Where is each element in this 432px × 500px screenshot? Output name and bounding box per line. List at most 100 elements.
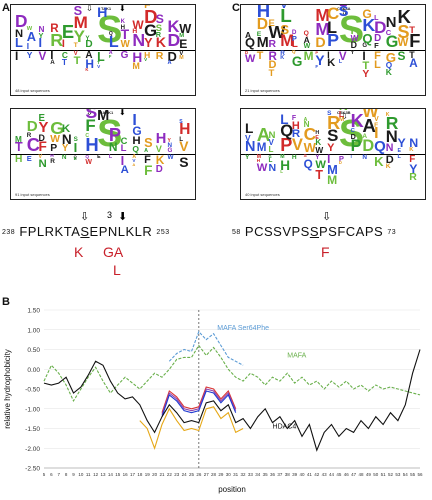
logo-baseline <box>241 50 425 51</box>
hydrophobicity-chart: -2.50 -2.00 -1.50 -1.00 -0.50 0.00 0.50 1.00 1.5… <box>3 308 423 495</box>
logo-residue: T <box>315 167 323 182</box>
logo-residue: K <box>385 162 391 170</box>
logo-residue: T <box>15 140 23 155</box>
logo-residue: H <box>85 133 99 155</box>
sequence-start: 238 <box>2 229 16 237</box>
x-tick-label: 16 <box>123 472 129 477</box>
x-tick-label: 29 <box>218 472 224 477</box>
logo-residue: M <box>97 108 110 125</box>
x-tick-label: 27 <box>204 472 210 477</box>
logo-residue: T <box>268 68 275 80</box>
logo-residue: C <box>350 128 355 135</box>
logo-residue: N <box>303 120 310 130</box>
logo-residue: F <box>291 114 297 122</box>
logo-residue: E <box>179 36 188 51</box>
logo-residue: R <box>327 112 341 133</box>
logo-residue: K <box>155 153 165 167</box>
logo-residue: T <box>120 26 130 43</box>
logo-residue: R <box>155 50 164 62</box>
logo-residue: F <box>409 29 421 51</box>
logo-residue: H <box>120 23 125 31</box>
logo-residue: N <box>385 15 397 32</box>
logo-kinase-label: CSK3B <box>337 110 351 115</box>
logo-residue: T <box>61 56 68 67</box>
x-tick-label: 35 <box>263 472 269 477</box>
logo-residue: L <box>97 50 105 64</box>
logo-residue: D <box>144 5 158 27</box>
logo-residue: M <box>315 18 331 39</box>
logo-residue: G <box>268 154 272 159</box>
logo-residue: C <box>120 135 128 146</box>
logo-residue: D <box>85 38 93 50</box>
logo-residue: K <box>85 67 89 73</box>
logo-residue: V <box>291 135 303 155</box>
logo-residue: G <box>362 7 372 22</box>
logo-residue: G <box>132 124 142 139</box>
panel-letter-c: C <box>232 2 240 14</box>
logo-residue: I <box>120 153 125 168</box>
logo-residue: Y <box>144 36 153 51</box>
logo-residue: L <box>245 120 254 136</box>
logo-residue: P <box>280 134 293 155</box>
logo-residue: W <box>132 17 144 32</box>
logo-residue: R <box>50 23 59 36</box>
logo-residue: H <box>132 134 141 147</box>
logo-residue: D <box>374 33 382 45</box>
logo-residue: A <box>120 164 129 177</box>
open-arrow-icon: ⇩ <box>341 112 348 121</box>
y-tick-label: -1.00 <box>25 406 40 413</box>
logo-residue: N <box>268 130 276 142</box>
logo-residue: N <box>61 131 72 147</box>
x-tick-label: 50 <box>373 472 379 477</box>
logo-residue: F <box>409 154 416 165</box>
logo-input-count: 48 input sequences <box>15 88 50 93</box>
logo-residue: S <box>338 9 365 52</box>
logo-residue: I <box>73 139 78 155</box>
logo-residue: K <box>350 111 364 132</box>
logo-residue: D <box>350 132 356 141</box>
x-tick-label: 11 <box>86 472 91 477</box>
logo-residue: A <box>362 115 376 137</box>
open-arrow-icon: ⇩ <box>86 4 93 13</box>
logo-residue: L <box>374 14 379 23</box>
logo-residue: K <box>97 5 109 8</box>
logo-residue: G <box>120 50 129 61</box>
logo-residue: E <box>38 113 45 125</box>
logo-residue: A <box>85 50 93 61</box>
logo-residue: Q <box>303 157 313 171</box>
logo-residue: V <box>179 138 189 155</box>
logo-residue: C <box>85 133 90 140</box>
logo-residue: M <box>280 154 285 160</box>
logo-residue: Y <box>397 136 406 151</box>
logo-residue: H <box>97 4 108 21</box>
logo-residue: H <box>256 158 261 164</box>
phospho-site: S <box>80 224 90 239</box>
logo-residue: I <box>132 111 137 129</box>
logo-residue: S <box>179 154 189 170</box>
logo-residue: M <box>179 33 185 40</box>
logo-residue: K <box>315 138 322 148</box>
logo-residue: K <box>385 112 390 119</box>
logo-residue: K <box>397 5 411 27</box>
logo-residue: M <box>256 154 262 160</box>
logo-residue: W <box>26 26 33 33</box>
x-tick-label: 26 <box>196 472 202 477</box>
logo-residue: A <box>108 50 113 56</box>
logo-residue: T <box>73 54 81 67</box>
logo-residue: S <box>303 154 307 159</box>
x-tick-label: 47 <box>351 472 357 477</box>
logo-residue: P <box>327 30 340 51</box>
logo-residue: V <box>97 63 101 69</box>
logo-baseline <box>241 154 425 155</box>
logo-residue: L <box>179 135 184 143</box>
logo-residue: H <box>15 154 23 165</box>
logo-residue: V <box>73 50 78 57</box>
logo-residue: N <box>167 141 173 149</box>
logo-residue: M <box>315 5 330 26</box>
logo-residue: W <box>350 33 359 43</box>
x-tick-label: 15 <box>115 472 121 477</box>
logo-residue: W <box>397 37 409 50</box>
logo-residue: M <box>179 54 184 61</box>
logo-residue: F <box>315 64 319 70</box>
